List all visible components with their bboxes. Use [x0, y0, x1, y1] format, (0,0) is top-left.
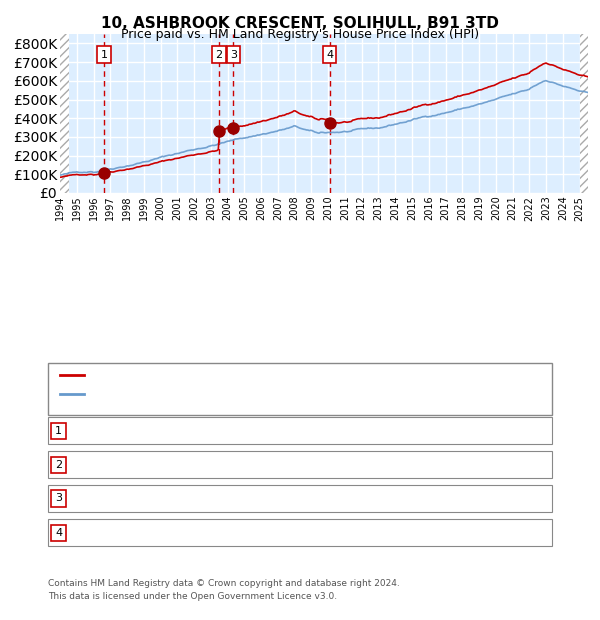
- Bar: [580, 34, 588, 193]
- Text: 23-AUG-1996: 23-AUG-1996: [108, 425, 187, 437]
- Text: 2: 2: [215, 50, 223, 60]
- Text: 1: 1: [101, 50, 108, 60]
- Text: £375,000: £375,000: [300, 526, 357, 539]
- Text: 4: 4: [326, 50, 333, 60]
- Text: 10, ASHBROOK CRESCENT, SOLIHULL, B91 3TD: 10, ASHBROOK CRESCENT, SOLIHULL, B91 3TD: [101, 16, 499, 30]
- Text: £347,000: £347,000: [300, 492, 357, 505]
- Text: 18% ↑ HPI: 18% ↑ HPI: [420, 459, 484, 471]
- Text: This data is licensed under the Open Government Licence v3.0.: This data is licensed under the Open Gov…: [48, 592, 337, 601]
- Bar: [60, 34, 69, 193]
- Text: 4: 4: [55, 528, 62, 538]
- Text: 2: 2: [55, 460, 62, 470]
- Text: 3: 3: [55, 494, 62, 503]
- Text: £329,950: £329,950: [300, 459, 357, 471]
- Text: 13% ↑ HPI: 13% ↑ HPI: [420, 526, 484, 539]
- Text: 1: 1: [55, 426, 62, 436]
- Text: Contains HM Land Registry data © Crown copyright and database right 2024.: Contains HM Land Registry data © Crown c…: [48, 578, 400, 588]
- Text: £108,250: £108,250: [300, 425, 357, 437]
- Text: 16% ↑ HPI: 16% ↑ HPI: [420, 492, 484, 505]
- Text: 26-JUN-2003: 26-JUN-2003: [108, 459, 187, 471]
- Text: HPI: Average price, detached house, Solihull: HPI: Average price, detached house, Soli…: [90, 389, 321, 399]
- Text: 3: 3: [230, 50, 237, 60]
- Text: 12% ↓ HPI: 12% ↓ HPI: [420, 425, 484, 437]
- Text: 29-JAN-2010: 29-JAN-2010: [108, 526, 187, 539]
- Text: 07-MAY-2004: 07-MAY-2004: [108, 492, 187, 505]
- Text: 10, ASHBROOK CRESCENT, SOLIHULL, B91 3TD (detached house): 10, ASHBROOK CRESCENT, SOLIHULL, B91 3TD…: [90, 370, 431, 380]
- Text: Price paid vs. HM Land Registry's House Price Index (HPI): Price paid vs. HM Land Registry's House …: [121, 28, 479, 41]
